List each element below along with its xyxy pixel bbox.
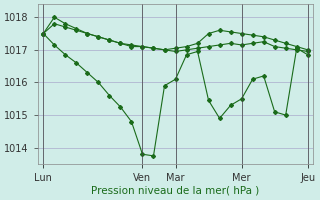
X-axis label: Pression niveau de la mer( hPa ): Pression niveau de la mer( hPa ) bbox=[92, 186, 260, 196]
